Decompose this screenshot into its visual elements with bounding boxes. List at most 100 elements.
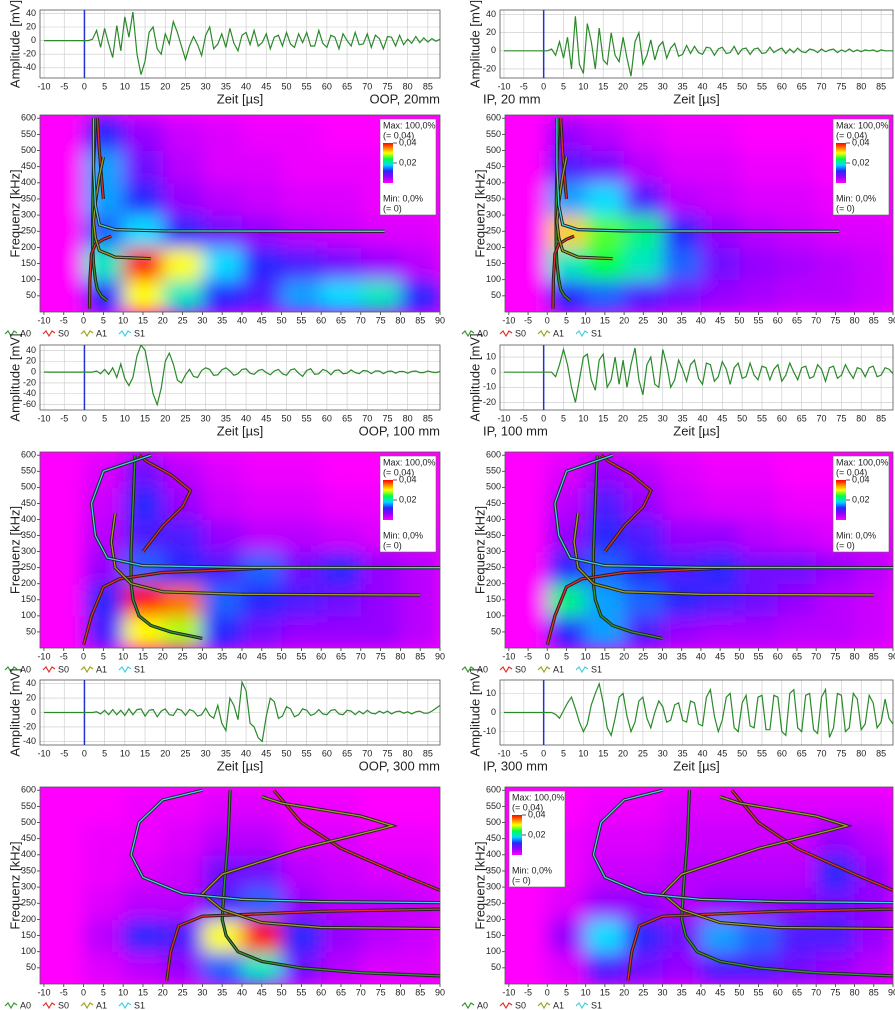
heat-cell	[43, 583, 85, 617]
heat-cell	[83, 215, 124, 248]
x-tick-label: 80	[856, 413, 866, 423]
x-tick-label: 60	[322, 748, 332, 758]
x-tick-label: 25	[638, 413, 648, 423]
heatmap-cells	[43, 118, 440, 312]
x-tick-label: 50	[281, 413, 291, 423]
heat-cell	[162, 822, 203, 856]
x-tick-label: 20	[619, 987, 629, 997]
x-tick-label: 15	[140, 81, 150, 91]
y-axis-label: Amplitude [mV]	[7, 668, 22, 756]
y-tick-label: 500	[21, 817, 36, 827]
x-tick-label: -10	[37, 987, 50, 997]
plot-frame	[39, 9, 441, 79]
x-tick-label: 35	[221, 748, 231, 758]
y-tick-label: 20	[26, 692, 36, 702]
y-tick-label: 600	[21, 450, 36, 460]
x-tick-label: 80	[395, 651, 405, 661]
heat-cell	[700, 247, 740, 281]
heat-cell	[321, 919, 362, 953]
heatmap-cells	[508, 790, 893, 984]
heat-cell	[816, 951, 856, 984]
heat-cell	[321, 487, 362, 520]
heat-cell	[241, 455, 283, 488]
heat-cell	[739, 150, 779, 184]
heat-cell	[739, 887, 779, 920]
plot-frame	[499, 344, 894, 411]
colorbar-gradient-bar	[512, 815, 522, 855]
heat-cell	[202, 182, 243, 216]
x-tick-label: 40	[237, 651, 247, 661]
dispersion-curve	[110, 512, 421, 596]
heat-cell	[43, 790, 85, 824]
y-tick-label: 0	[491, 707, 496, 717]
legend-label: A1	[96, 328, 107, 338]
y-tick-label: 200	[21, 242, 36, 252]
legend-label: A1	[553, 1000, 564, 1010]
x-tick-label: 20	[158, 651, 168, 661]
x-tick-label: 45	[257, 987, 267, 997]
heat-cell	[508, 247, 548, 281]
curves	[87, 118, 385, 309]
heat-cell	[508, 519, 548, 553]
heat-cell	[83, 822, 124, 856]
x-tick-label: 25	[178, 987, 188, 997]
y-tick-label: -10	[483, 726, 496, 736]
heat-cell	[700, 519, 740, 553]
x-tick-label: 70	[817, 81, 827, 91]
y-tick-label: 550	[21, 129, 36, 139]
heat-cell	[241, 583, 283, 617]
y-tick-label: 50	[491, 290, 501, 300]
x-tick-label: 10	[581, 651, 591, 661]
dispersion-curve	[92, 118, 385, 232]
legend-label: S0	[58, 664, 69, 674]
x-tick-label: 85	[876, 748, 886, 758]
x-tick-label: 25	[180, 81, 190, 91]
heat-cell	[83, 519, 124, 553]
legend-icon	[461, 1002, 475, 1010]
heat-cell	[508, 951, 548, 984]
heat-cell	[202, 487, 243, 520]
dispersion-curve	[592, 455, 663, 640]
heat-cell	[202, 118, 243, 152]
lines	[504, 10, 893, 78]
heat-cell	[123, 919, 164, 953]
legend-icon	[499, 330, 513, 338]
heat-cell	[547, 487, 587, 520]
x-tick-label: 15	[140, 748, 150, 758]
heat-cell	[508, 215, 548, 248]
y-tick-label: 450	[486, 833, 501, 843]
x-tick-label: 5	[102, 81, 107, 91]
x-tick-label: 85	[423, 748, 433, 758]
x-tick-label: 35	[678, 413, 688, 423]
heat-cell	[662, 790, 702, 824]
legend-icon	[4, 666, 18, 674]
heat-cell	[624, 519, 664, 553]
x-tick-label: -5	[60, 748, 68, 758]
legend-label: S1	[134, 1000, 145, 1010]
heat-cell	[816, 583, 856, 617]
heat-cell	[400, 279, 440, 312]
annotation: OOP, 20mm	[369, 91, 440, 106]
y-tick-label: 350	[21, 530, 36, 540]
y-tick-label: 300	[21, 546, 36, 556]
x-tick-label: 90	[888, 987, 895, 997]
heat-cell	[547, 951, 587, 984]
colorbar-max-value: (= 0,04)	[836, 130, 867, 140]
heat-cell	[700, 583, 740, 617]
heat-cell	[739, 182, 779, 216]
x-tick-label: 80	[403, 81, 413, 91]
x-tick-label: 65	[336, 987, 346, 997]
x-tick-label: 40	[697, 81, 707, 91]
heat-cell	[700, 822, 740, 856]
y-tick-label: 0	[31, 35, 36, 45]
x-tick-label: 45	[261, 748, 271, 758]
heat-cell	[777, 919, 817, 953]
x-tick-label: 50	[737, 748, 747, 758]
dispersion-curve	[592, 789, 893, 904]
y-axis-label: Frequenz [kHz]	[7, 169, 22, 257]
x-tick-label: 5	[561, 81, 566, 91]
x-tick-label: 30	[201, 748, 211, 758]
x-tick-label: 15	[600, 315, 610, 325]
